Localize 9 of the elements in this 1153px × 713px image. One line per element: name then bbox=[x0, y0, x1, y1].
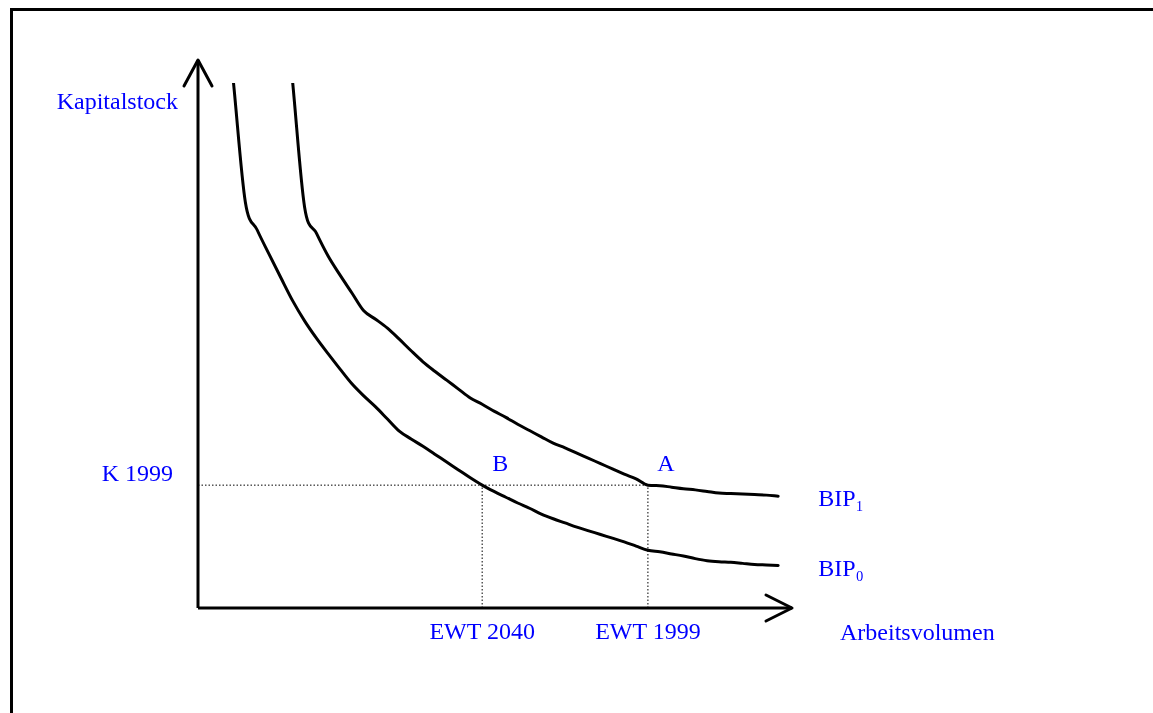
series-label: BIP₁ bbox=[818, 485, 864, 512]
series-label: BIP₀ bbox=[818, 554, 864, 581]
y-axis-title: Kapitalstock bbox=[56, 88, 178, 115]
annotation: A bbox=[657, 450, 676, 477]
x-axis-title: Arbeitsvolumen bbox=[840, 619, 995, 646]
x-tick-label: EWT 2040 bbox=[429, 617, 535, 644]
ref-line-label: K 1999 bbox=[101, 460, 173, 487]
x-tick-label: EWT 1999 bbox=[595, 617, 701, 644]
annotation: B bbox=[492, 450, 509, 477]
